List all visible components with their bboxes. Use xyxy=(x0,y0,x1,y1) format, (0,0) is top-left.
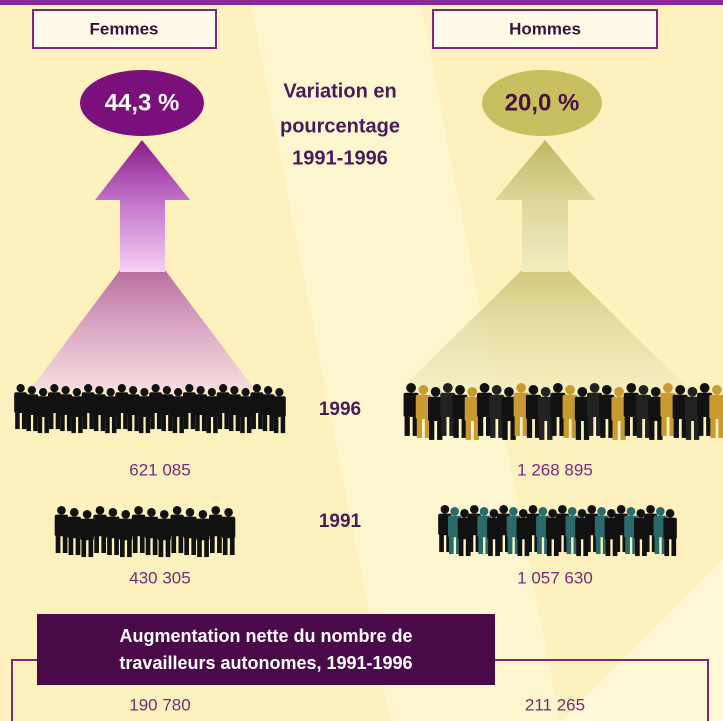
person xyxy=(403,383,419,436)
center-title: Variation en xyxy=(283,80,396,102)
person xyxy=(239,388,253,434)
label-box xyxy=(432,9,658,49)
change-bubble xyxy=(80,70,204,136)
person xyxy=(216,384,230,430)
arrow xyxy=(495,140,595,272)
person xyxy=(562,385,578,438)
person xyxy=(182,384,196,430)
net-title: travailleurs autonomes, 1991-1996 xyxy=(119,653,412,673)
person xyxy=(171,388,185,434)
women-label: Femmes xyxy=(90,19,159,38)
person xyxy=(194,386,208,432)
person xyxy=(501,387,517,440)
net-title: Augmentation nette du nombre de xyxy=(119,626,412,646)
background-stripe xyxy=(560,560,723,721)
silhouettes xyxy=(14,383,723,558)
person xyxy=(196,510,210,558)
person xyxy=(67,508,82,556)
person xyxy=(513,383,529,436)
person xyxy=(70,388,84,434)
person xyxy=(476,383,493,436)
person xyxy=(415,385,431,438)
arrow xyxy=(95,140,190,272)
person xyxy=(227,386,241,432)
person xyxy=(183,508,197,556)
person xyxy=(149,384,163,430)
center-title: pourcentage xyxy=(280,115,400,137)
person xyxy=(599,385,615,438)
person xyxy=(697,383,713,436)
top-strip xyxy=(0,0,723,5)
person xyxy=(47,384,61,430)
count: 1 057 630 xyxy=(517,568,593,587)
person xyxy=(118,510,133,558)
person xyxy=(115,384,129,430)
person xyxy=(160,386,174,432)
person xyxy=(587,383,603,436)
person xyxy=(489,385,505,438)
person xyxy=(464,387,480,440)
person xyxy=(538,387,554,440)
person xyxy=(205,388,219,434)
person xyxy=(611,387,627,440)
count: 621 085 xyxy=(129,460,190,479)
person xyxy=(261,386,275,432)
person xyxy=(106,508,120,556)
person xyxy=(440,383,456,436)
person xyxy=(452,385,468,438)
person xyxy=(635,385,652,438)
person xyxy=(623,383,639,436)
men-label: Hommes xyxy=(509,19,581,38)
year-label: 1991 xyxy=(319,511,362,532)
person xyxy=(272,388,286,434)
person xyxy=(131,506,146,554)
arrow-beam xyxy=(400,270,690,390)
person xyxy=(709,385,723,438)
person xyxy=(672,385,688,438)
person xyxy=(525,385,541,438)
person xyxy=(221,508,236,556)
change-bubble xyxy=(482,70,602,136)
person xyxy=(144,508,159,556)
person xyxy=(428,387,444,440)
person xyxy=(25,386,39,432)
person xyxy=(250,384,264,430)
person xyxy=(81,384,95,430)
person xyxy=(157,510,172,558)
count: 430 305 xyxy=(129,568,190,587)
person xyxy=(54,506,69,554)
person xyxy=(137,388,151,434)
men-change: 20,0 % xyxy=(505,89,580,116)
person xyxy=(660,383,676,436)
person xyxy=(208,506,223,554)
label-box xyxy=(32,9,217,49)
person xyxy=(14,384,28,430)
person xyxy=(663,509,677,557)
person xyxy=(170,506,184,554)
person xyxy=(648,387,664,440)
net-count: 211 265 xyxy=(525,695,585,714)
women-change: 44,3 % xyxy=(105,89,180,116)
person xyxy=(550,383,566,436)
person xyxy=(36,388,50,434)
arrow-beam xyxy=(30,270,255,390)
person xyxy=(92,386,106,432)
person xyxy=(80,510,94,558)
year-label: 1996 xyxy=(319,399,361,420)
person xyxy=(59,386,73,432)
net-count: 190 780 xyxy=(129,695,190,714)
center-title: 1991-1996 xyxy=(292,147,388,169)
person xyxy=(574,387,590,440)
person xyxy=(126,386,140,432)
person xyxy=(93,506,107,554)
net-title-box xyxy=(37,614,495,685)
count: 1 268 895 xyxy=(517,460,593,479)
person xyxy=(104,388,118,434)
person xyxy=(684,387,700,440)
